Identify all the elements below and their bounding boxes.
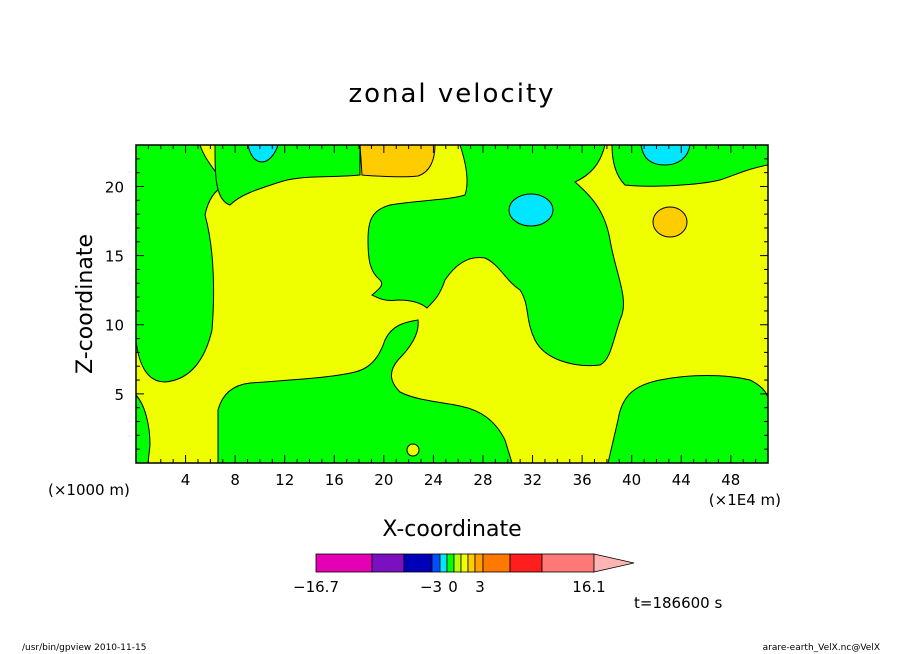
contour-region-orange-right [652,206,688,238]
x-tick-label: 48 [721,471,740,489]
x-tick-label: 40 [622,471,641,489]
x-axis-unit-right: (×1E4 m) [709,491,781,509]
y-axis: 5 10 15 20 [105,158,768,450]
plot-frame [135,144,769,464]
colorbar-segment [482,553,511,573]
contour-region-cyan-top [247,145,279,163]
footer-right: arare-earth_VelX.nc@VelX [763,643,880,653]
colorbar-label: 3 [475,578,485,596]
colorbar-segment [371,553,405,573]
colorbar-segment [467,553,476,573]
x-tick-label: 12 [275,471,294,489]
colorbar-segment [315,553,373,573]
y-tick-label: 20 [105,178,124,196]
colorbar-label: 0 [448,578,458,596]
x-axis-title: X-coordinate [382,517,521,542]
contour-region-small-spot [406,443,420,457]
y-tick-label: 15 [105,248,124,266]
x-tick-label: 4 [181,471,191,489]
x-tick-label: 20 [374,471,393,489]
contour-region-cyan-center [508,193,554,227]
contour-region-green-center [367,145,624,367]
contour-region-green-bottom-left [217,319,513,463]
chart-title: zonal velocity [348,79,555,109]
contour-region-cyan-top-right [640,145,691,166]
colorbar-label: 16.1 [572,578,605,596]
colorbar [315,553,635,573]
x-tick-label: 16 [325,471,344,489]
colorbar-segment [474,553,484,573]
x-tick-label: 24 [424,471,443,489]
colorbar-segment [403,553,433,573]
time-label: t=186600 s [634,594,722,612]
colorbar-labels: −16.7 −3 0 3 16.1 [293,578,606,596]
y-tick-label: 5 [114,386,124,404]
x-tick-label: 32 [523,471,542,489]
colorbar-label: −16.7 [293,578,339,596]
contour-region-green-bottom-right [607,375,768,463]
colorbar-segment [446,553,455,573]
colorbar-arrow [593,553,635,573]
contour-region-green-top-middle [214,145,361,206]
x-tick-label: 36 [573,471,592,489]
colorbar-label: −3 [420,578,442,596]
colorbar-segment [439,553,448,573]
colorbar-segment [460,553,469,573]
colorbar-segment [431,553,441,573]
footer-left: /usr/bin/gpview 2010-11-15 [22,643,146,653]
plot-area [136,145,768,463]
y-axis-title: Z-coordinate [73,234,98,374]
x-tick-label: 28 [473,471,492,489]
x-axis-unit-left: (×1000 m) [48,481,130,499]
y-tick-label: 10 [105,317,124,335]
colorbar-segment [509,553,543,573]
x-axis: 4 8 12 16 20 24 28 32 36 40 44 48 [147,145,757,489]
x-tick-label: 8 [230,471,240,489]
colorbar-segment [541,553,595,573]
contour-region-orange-top [359,145,436,178]
x-tick-label: 44 [672,471,691,489]
colorbar-segment [453,553,462,573]
